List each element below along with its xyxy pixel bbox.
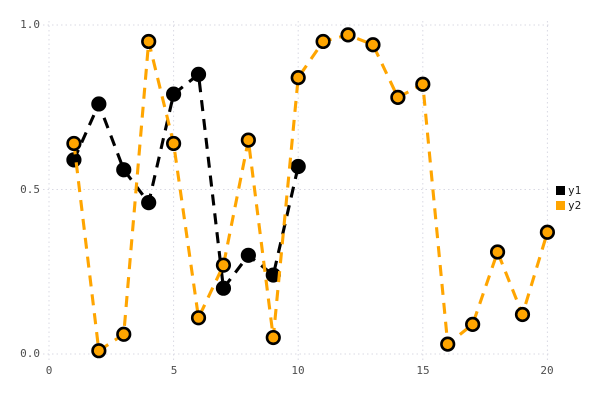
series-y1-line	[72, 71, 300, 293]
series-y2-line	[72, 33, 549, 354]
ytick-label-1-0: 1.0	[20, 18, 40, 31]
legend-item-y1: y1	[556, 183, 581, 198]
series-y2-marker	[265, 329, 281, 346]
series-y2-marker	[514, 306, 531, 323]
ytick-label-0: 0.0	[20, 347, 40, 360]
series-y1-marker	[215, 280, 232, 296]
legend: y1 y2	[556, 183, 581, 213]
series-y2-marker	[116, 326, 132, 342]
series-y1-marker	[290, 158, 306, 175]
xtick-label-10: 10	[291, 364, 305, 377]
series-y2-marker	[539, 224, 556, 240]
series-y1-marker	[190, 66, 207, 82]
series-y2-marker	[190, 310, 207, 326]
ytick-label-0-5: 0.5	[20, 183, 40, 196]
legend-item-y2: y2	[556, 198, 581, 213]
series-y2-marker	[365, 37, 381, 53]
legend-swatch-y2-icon	[556, 201, 565, 210]
series-y2-marker	[340, 27, 356, 43]
series-y2	[66, 27, 556, 359]
series-y2-marker	[489, 244, 506, 260]
series-y1	[66, 66, 306, 296]
series-y2-marker	[215, 257, 232, 273]
series-y1-marker	[116, 162, 132, 178]
series-y2-marker	[415, 76, 431, 92]
series-y2-marker	[465, 316, 481, 332]
xtick-label-5: 5	[170, 364, 178, 377]
xtick-label-20: 20	[540, 364, 554, 377]
series-y1-marker	[166, 86, 182, 102]
series-y2-marker	[240, 132, 256, 148]
gridlines	[43, 21, 551, 362]
legend-label-y1: y1	[568, 184, 582, 197]
series-y2-marker	[66, 135, 82, 152]
series-y2-marker	[141, 33, 157, 50]
legend-swatch-y1-icon	[556, 186, 565, 195]
series-y2-marker	[390, 89, 406, 105]
series-y2-marker	[290, 70, 306, 86]
series-y2-marker	[440, 336, 456, 352]
xtick-label-0: 0	[45, 364, 53, 377]
series-y1-marker	[91, 96, 107, 112]
xtick-label-15: 15	[416, 364, 430, 377]
series-y1-marker	[66, 152, 82, 168]
series-y1-marker	[141, 195, 157, 211]
series-y2-marker	[315, 33, 331, 50]
series-y1-marker	[240, 247, 256, 263]
legend-label-y2: y2	[568, 199, 582, 212]
series-y2-marker	[91, 343, 107, 359]
series-y2-marker	[166, 135, 182, 152]
